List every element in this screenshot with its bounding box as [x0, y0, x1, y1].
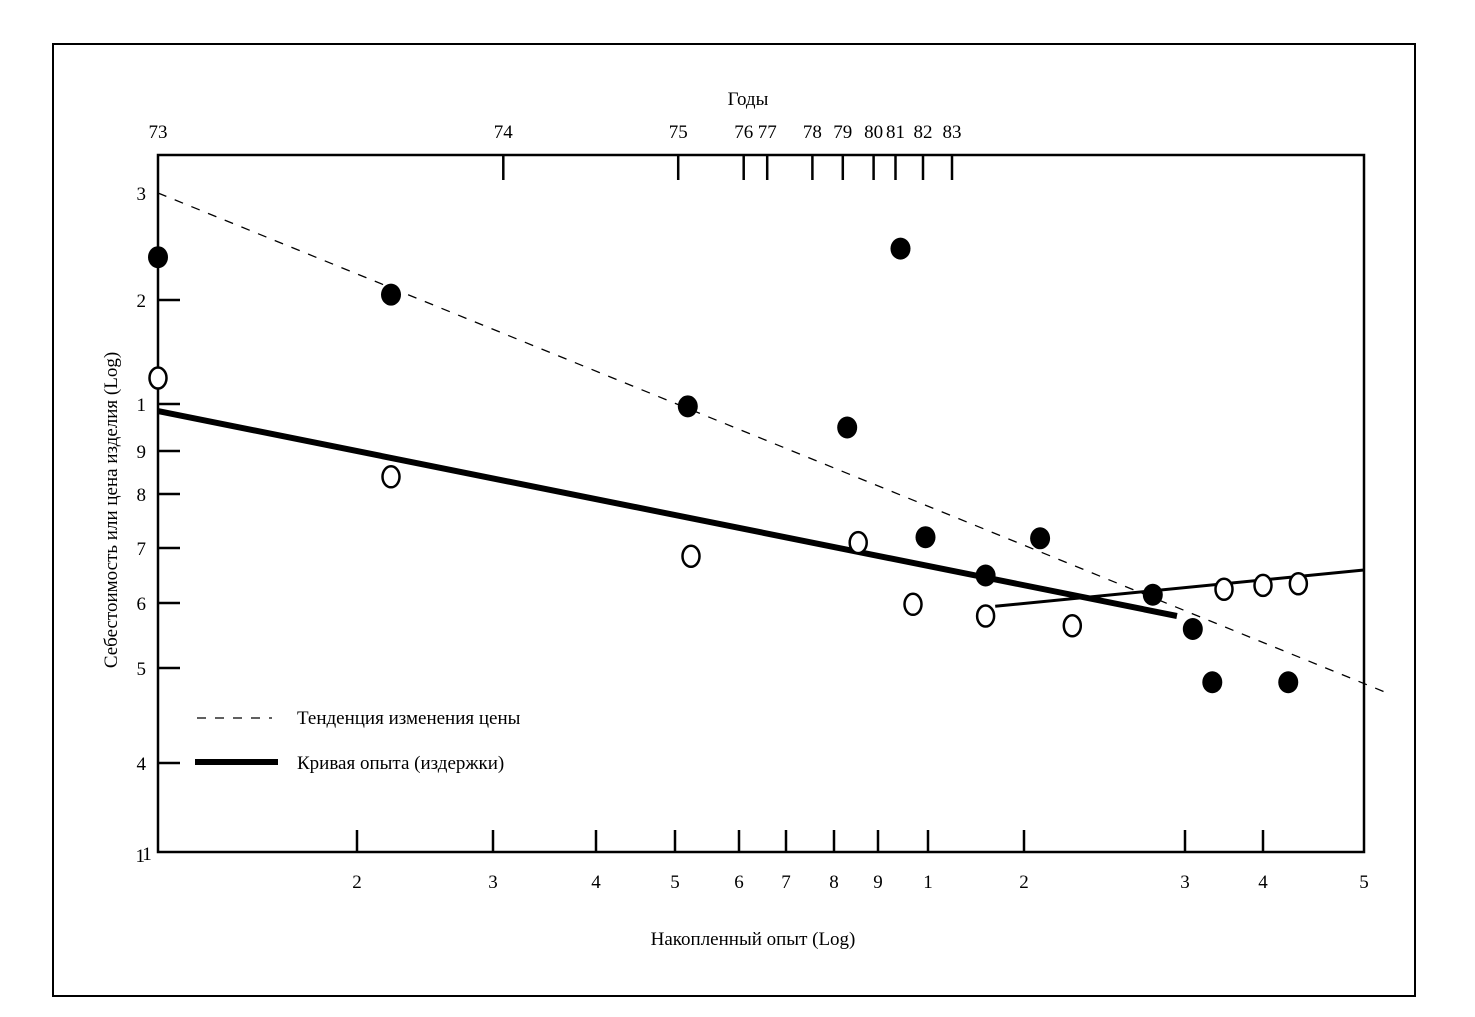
bottom-tick-label: 4 — [591, 872, 601, 893]
x-origin-label: 1 — [142, 844, 152, 865]
bottom-tick-label: 8 — [829, 872, 839, 893]
top-tick-label: 75 — [669, 122, 688, 143]
left-tick-label: 5 — [137, 659, 147, 680]
cost-point — [1253, 573, 1273, 598]
legend: Тенденция изменения цены Кривая опыта (и… — [195, 708, 521, 774]
legend-label-experience-curve: Кривая опыта (издержки) — [297, 753, 504, 774]
top-tick-label: 83 — [943, 122, 962, 143]
trend-lines — [157, 192, 1385, 693]
price-point — [148, 246, 168, 269]
bottom-tick-label: 5 — [1359, 872, 1369, 893]
top-tick-label: 80 — [864, 122, 883, 143]
top-tick-label: 74 — [494, 122, 514, 143]
legend-label-price-trend: Тенденция изменения цены — [297, 708, 521, 729]
cost-point — [1214, 577, 1234, 601]
bottom-tick-label: 6 — [734, 872, 744, 893]
price-point — [677, 395, 698, 418]
bottom-tick-label: 9 — [873, 872, 883, 893]
bottom-axis-ticks: 2 3 4 5 6 7 8 9 1 2 3 4 5 — [352, 830, 1369, 893]
top-tick-label: 78 — [803, 122, 822, 143]
outer-frame — [52, 43, 1416, 997]
cost-point — [148, 366, 168, 390]
y-axis-label: Себестоимость или цена изделия (Log) — [101, 352, 122, 668]
bottom-tick-label: 1 — [923, 872, 933, 893]
left-tick-label: 2 — [137, 291, 147, 312]
cost-point — [381, 465, 401, 489]
top-axis-title: Годы — [728, 89, 769, 110]
experience-curve-line — [157, 408, 1178, 619]
top-tick-label: 77 — [758, 122, 777, 143]
price-point — [890, 237, 911, 260]
bottom-tick-label: 2 — [1019, 872, 1029, 893]
data-points — [148, 237, 1309, 694]
left-tick-label: 9 — [137, 442, 147, 463]
top-tick-label: 76 — [734, 122, 753, 143]
price-point — [1202, 671, 1223, 694]
price-point — [975, 564, 996, 587]
top-axis-ticks: 73 74 75 76 77 78 79 80 81 82 83 — [149, 122, 962, 180]
x-axis-label: Накопленный опыт (Log) — [651, 929, 856, 950]
y-origin-label: 1 — [136, 846, 146, 867]
bottom-tick-label: 3 — [1180, 872, 1190, 893]
left-tick-label: 7 — [137, 539, 147, 560]
price-point — [837, 416, 858, 439]
cost-point — [1288, 572, 1309, 596]
top-tick-label: 79 — [833, 122, 852, 143]
bottom-tick-label: 2 — [352, 872, 362, 893]
top-tick-label: 82 — [914, 122, 933, 143]
price-point — [1278, 671, 1299, 694]
bottom-tick-label: 3 — [488, 872, 498, 893]
bottom-tick-label: 7 — [781, 872, 791, 893]
cost-point — [1062, 614, 1083, 638]
cost-point — [681, 544, 701, 568]
price-point — [1142, 583, 1163, 606]
cost-point — [848, 530, 868, 555]
cost-point — [975, 604, 996, 628]
bottom-tick-label: 5 — [670, 872, 680, 893]
price-point — [1030, 527, 1051, 550]
top-tick-label: 73 — [149, 122, 168, 143]
bottom-tick-label: 4 — [1258, 872, 1268, 893]
plot-frame — [156, 153, 1366, 854]
left-tick-label: 3 — [137, 184, 147, 205]
price-trend-line — [157, 192, 1385, 693]
price-point — [1182, 618, 1203, 640]
top-tick-label: 81 — [886, 122, 905, 143]
left-tick-label: 8 — [137, 485, 147, 506]
left-tick-label: 1 — [137, 395, 147, 416]
price-point — [381, 283, 401, 306]
left-tick-label: 4 — [137, 754, 147, 775]
left-axis-ticks: 3 2 1 9 8 7 6 5 4 — [137, 184, 180, 775]
price-point — [915, 526, 936, 549]
left-tick-label: 6 — [137, 594, 147, 615]
cost-point — [903, 592, 923, 617]
